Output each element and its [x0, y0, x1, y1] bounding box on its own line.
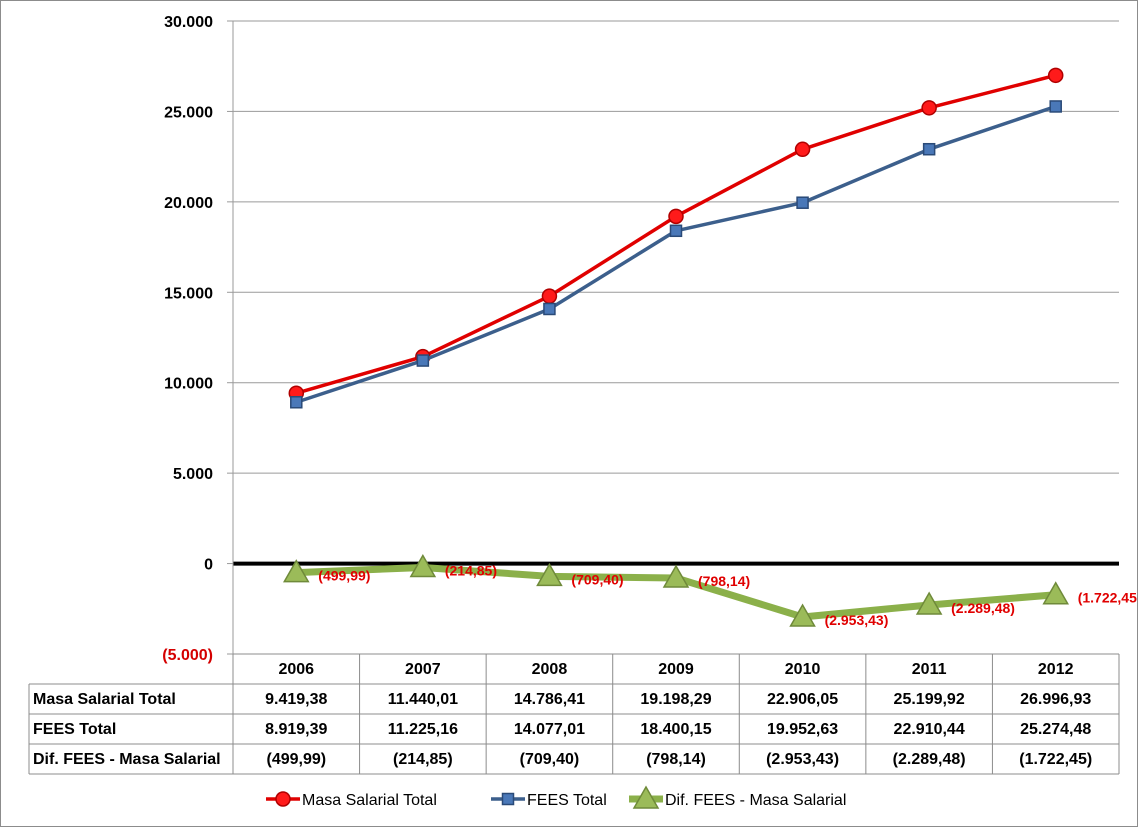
- data-labels: (499,99) (214,85) (709,40) (798,14) (2.953,4…: [318, 562, 1137, 628]
- table-cell: 19.198,29: [640, 691, 711, 708]
- point-3: [668, 208, 684, 225]
- table-cell: (709,40): [520, 751, 580, 768]
- series-masa-salarial-total: [288, 67, 1064, 401]
- point-4: [796, 196, 809, 209]
- data-label: (499,99): [318, 568, 370, 584]
- x-category-label: 2008: [532, 661, 568, 678]
- point-4: [789, 603, 816, 627]
- point-2: [541, 288, 558, 304]
- series-line: [295, 104, 1057, 404]
- legend-item: FEES Total: [491, 792, 607, 809]
- table-cell: 25.274,48: [1020, 721, 1091, 738]
- legend: Masa Salarial Total FEES Total Dif. FEES -…: [266, 785, 846, 809]
- point-2: [536, 562, 563, 587]
- table-cell: 11.225,16: [388, 721, 458, 738]
- legend-item: Dif. FEES - Masa Salarial: [629, 785, 846, 809]
- series-fees-total: [290, 100, 1062, 409]
- point-5: [921, 100, 937, 116]
- table-cell: (2.289,48): [893, 751, 966, 768]
- point-3: [669, 224, 683, 238]
- table-cell: 22.910,44: [894, 721, 965, 738]
- table-cell: 8.919,39: [265, 721, 327, 738]
- legend-label: FEES Total: [527, 792, 607, 809]
- y-tick-label: 30.000: [164, 14, 213, 31]
- point-1: [409, 553, 437, 578]
- table-cell: 19.952,63: [767, 721, 838, 738]
- table-cell: 9.419,38: [265, 691, 327, 708]
- point-3: [662, 564, 690, 588]
- data-label: (214,85): [445, 562, 497, 578]
- legend-item: Masa Salarial Total: [266, 791, 437, 809]
- table-cell: 18.400,15: [640, 721, 711, 738]
- series-dif-fees-masa-salarial: [282, 553, 1070, 627]
- x-category-label: 2007: [405, 661, 441, 678]
- x-category-label: 2012: [1038, 661, 1074, 678]
- y-tick-label: 25.000: [164, 104, 213, 121]
- point-legend: [501, 792, 515, 806]
- x-category-label: 2009: [658, 661, 694, 678]
- table-cell: 14.786,41: [514, 691, 585, 708]
- series-lines: [282, 67, 1070, 627]
- point-4: [794, 141, 811, 158]
- point-legend: [275, 791, 291, 807]
- legend-label: Masa Salarial Total: [302, 792, 437, 809]
- x-category-label: 2006: [278, 661, 314, 678]
- point-6: [1047, 67, 1064, 84]
- table-row-header: Dif. FEES - Masa Salarial: [33, 751, 221, 768]
- table-cell: 25.199,92: [894, 691, 965, 708]
- point-6: [1042, 581, 1070, 605]
- point-5: [915, 591, 943, 615]
- y-axis: 30.000 25.000 20.000 15.000 10.000 5.000 0 (5.0…: [162, 14, 213, 664]
- y-tick-label: 0: [204, 557, 213, 574]
- data-table: 2006 2007 2008 2009 2010 2011 2012 Masa Salaria…: [28, 653, 1120, 775]
- point-1: [416, 354, 430, 367]
- point-6: [1049, 100, 1062, 113]
- y-tick-label: 10.000: [164, 376, 213, 393]
- table-cell: 14.077,01: [514, 721, 585, 738]
- legend-label: Dif. FEES - Masa Salarial: [665, 792, 846, 809]
- point-5: [922, 142, 936, 156]
- table-cell: (499,99): [266, 751, 326, 768]
- table-cell: 22.906,05: [767, 691, 838, 708]
- x-category-label: 2011: [912, 661, 947, 678]
- table-row-header: Masa Salarial Total: [33, 691, 176, 708]
- data-label: (798,14): [698, 573, 750, 589]
- point-2: [543, 302, 556, 316]
- data-label: (2.953,43): [825, 612, 889, 628]
- table-cell: (798,14): [646, 751, 706, 768]
- y-tick-label: 5.000: [173, 466, 213, 483]
- table-cell: (1.722,45): [1019, 751, 1092, 768]
- data-label: (709,40): [571, 571, 623, 587]
- y-tick-label: 20.000: [164, 195, 213, 212]
- y-tick-label: 15.000: [164, 285, 213, 302]
- gridlines: [227, 20, 1119, 655]
- point-legend: [632, 785, 660, 809]
- point-0: [290, 396, 303, 409]
- table-cell: (2.953,43): [766, 751, 839, 768]
- table-cell: (214,85): [393, 751, 453, 768]
- table-row-header: FEES Total: [33, 721, 116, 738]
- table-cell: 11.440,01: [388, 691, 458, 708]
- point-0: [282, 559, 310, 583]
- table-cell: 26.996,93: [1020, 691, 1091, 708]
- y-tick-label: (5.000): [162, 647, 213, 664]
- data-label: (1.722,45): [1078, 590, 1137, 606]
- x-category-label: 2010: [785, 661, 821, 678]
- data-label: (2.289,48): [951, 600, 1015, 616]
